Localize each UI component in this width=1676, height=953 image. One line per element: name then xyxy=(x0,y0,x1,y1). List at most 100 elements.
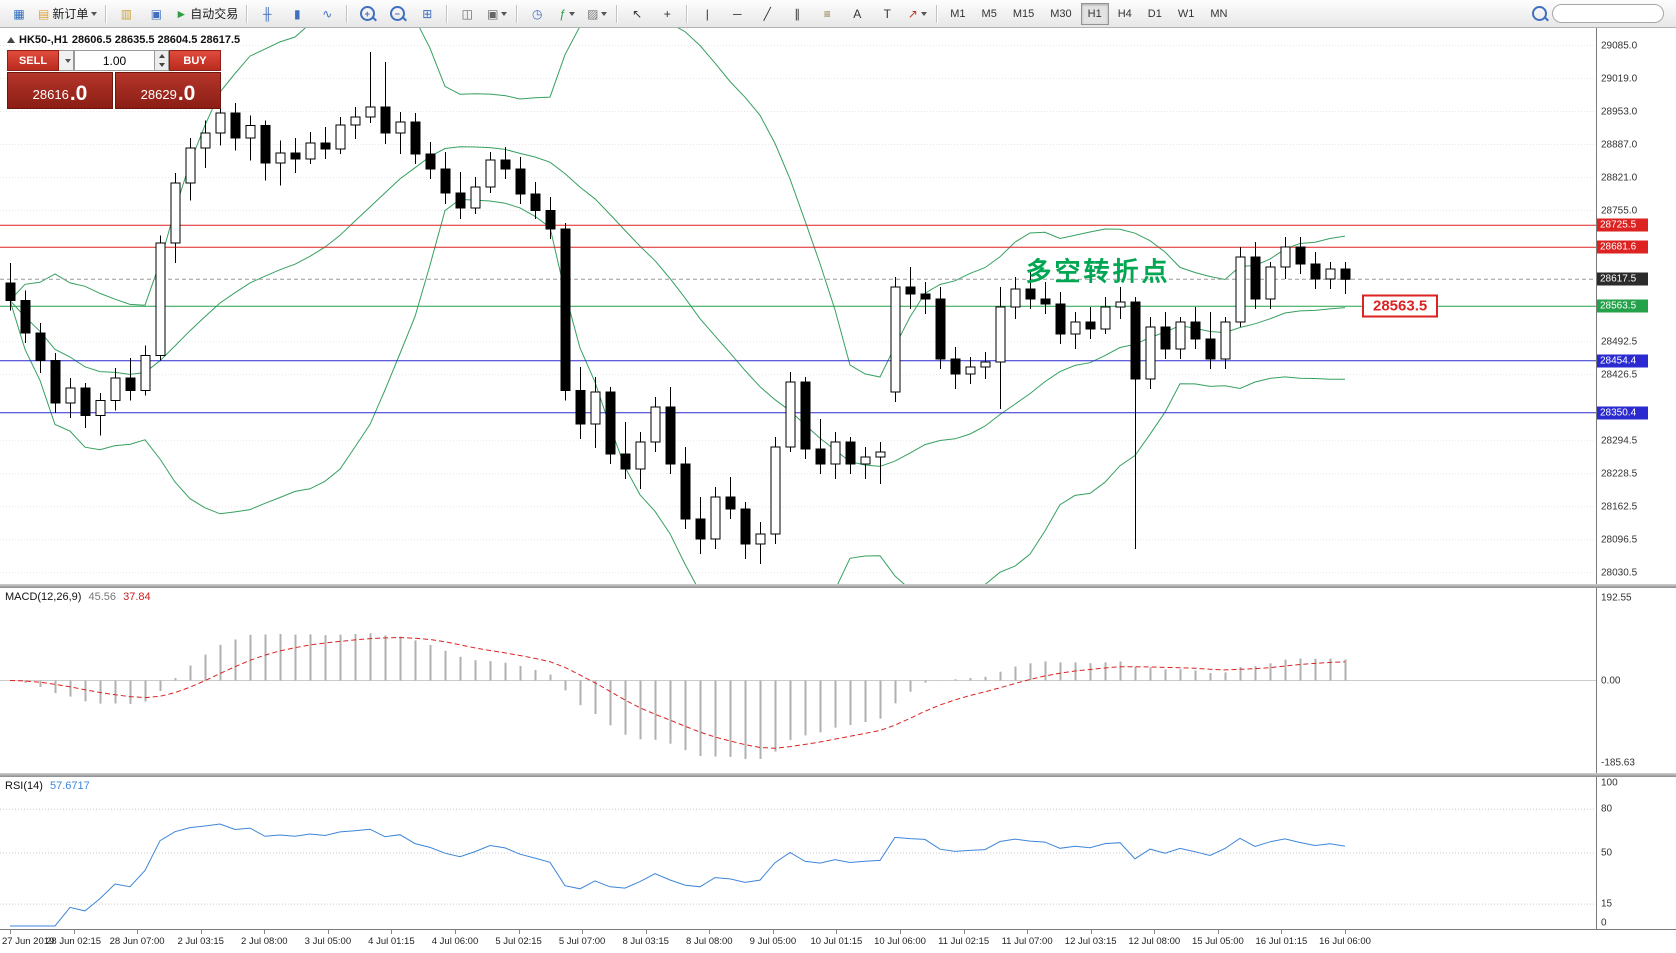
time-axis-label: 2 Jul 08:00 xyxy=(241,936,288,947)
grid-layer xyxy=(0,45,1596,574)
price-tick-label: 28096.5 xyxy=(1601,534,1638,546)
time-axis-label: 9 Jul 05:00 xyxy=(749,936,797,947)
new-order-button[interactable]: ▤ 新订单 xyxy=(34,2,101,26)
toolbar-group-windows: ◫ ▣ xyxy=(452,2,512,26)
pane-splitter[interactable] xyxy=(0,584,1676,588)
time-axis[interactable]: 27 Jun 2019 28 Jun 02:15 28 Jun 07:00 2 Jul… xyxy=(0,929,1676,953)
price-chart-canvas[interactable] xyxy=(0,28,1596,584)
toolbar-group-zoom: + − ⊞ xyxy=(352,2,442,26)
toolbar: ▦ ▤ 新订单 ▥ ▣ ► 自动交易 ╫ ▮ ∿ + − ⊞ ◫ ▣ ◷ ƒ ▨ ↖ + | ─ ╱ ∥ ≡ A T ↗ M1 M5 M15… xyxy=(0,0,1676,28)
search-icon xyxy=(1532,6,1547,21)
step-up-icon xyxy=(158,53,165,58)
toolbar-separator xyxy=(936,4,939,23)
trendline-icon[interactable]: ╱ xyxy=(763,6,771,21)
price-callout: 28563.5 xyxy=(1362,294,1439,318)
zoom-in-icon[interactable]: + xyxy=(352,2,382,26)
timeframe-d1[interactable]: D1 xyxy=(1147,7,1162,20)
time-axis-label: 28 Jun 02:15 xyxy=(46,936,102,947)
macd-pane[interactable]: MACD(12,26,9) 45.56 37.84 192.55 0.00 -185… xyxy=(0,588,1676,773)
bar-chart-icon[interactable]: ╫ xyxy=(263,6,272,21)
sell-price-display[interactable]: 28616 .0 xyxy=(7,72,113,109)
search-input[interactable] xyxy=(1552,4,1664,23)
label-icon[interactable]: T xyxy=(883,6,891,21)
price-tag-label: 28725.5 xyxy=(1597,218,1648,232)
price-chart-pane[interactable]: HK50-,H1 28606.5 28635.5 28604.5 28617.5… xyxy=(0,28,1676,584)
macd-value-main: 45.56 xyxy=(88,591,117,603)
price-tag-label: 28681.6 xyxy=(1597,240,1648,254)
data-window-icon[interactable]: ▣ xyxy=(150,6,163,21)
price-tick-label: 28030.5 xyxy=(1601,567,1638,579)
rsi-pane[interactable]: RSI(14) 57.6717 100 80 50 15 0 xyxy=(0,777,1676,929)
toolbar-group-order: ▦ ▤ 新订单 xyxy=(4,2,101,26)
trade-panel-controls: SELL BUY xyxy=(7,50,221,71)
order-type-dropdown[interactable] xyxy=(59,50,74,71)
chevron-down-icon xyxy=(91,11,98,16)
zoom-out-icon[interactable]: − xyxy=(382,2,412,26)
timeframe-mn[interactable]: MN xyxy=(1210,7,1228,20)
arrows-tool-button[interactable]: ↗ xyxy=(902,2,932,26)
tile-windows-icon[interactable]: ◫ xyxy=(461,6,473,21)
chart-annotation: 多空转折点 xyxy=(1025,256,1171,287)
timeframe-m30[interactable]: M30 xyxy=(1050,7,1072,20)
market-watch-icon[interactable]: ▥ xyxy=(120,6,133,21)
timeframe-m15[interactable]: M15 xyxy=(1012,7,1035,20)
timeframe-m5[interactable]: M5 xyxy=(981,7,997,20)
volume-stepper[interactable] xyxy=(155,50,169,71)
text-icon[interactable]: A xyxy=(853,6,862,21)
rsi-canvas[interactable] xyxy=(0,777,1596,929)
rsi-tick-label: 80 xyxy=(1601,803,1613,815)
vertical-line-icon[interactable]: | xyxy=(705,6,709,21)
channel-icon[interactable]: ∥ xyxy=(794,6,801,21)
toolbar-separator xyxy=(616,4,619,23)
sell-price-frac: .0 xyxy=(69,82,88,105)
templates-button[interactable]: ▨ xyxy=(582,2,612,26)
buy-button[interactable]: BUY xyxy=(169,50,221,71)
macd-value-signal: 37.84 xyxy=(123,591,151,603)
timeframe-h1[interactable]: H1 xyxy=(1080,2,1109,25)
one-click-trade-panel: SELL BUY 28616 .0 28629 .0 xyxy=(7,50,221,109)
time-axis-tick xyxy=(1345,930,1346,934)
time-axis-tick xyxy=(200,930,202,934)
volume-input[interactable] xyxy=(75,51,154,70)
grid-icon[interactable]: ⊞ xyxy=(422,6,433,21)
timeframe-h4[interactable]: H4 xyxy=(1117,7,1132,20)
indicators-button[interactable]: ƒ xyxy=(552,2,582,26)
price-axis[interactable]: 29085.0 29019.0 28953.0 28887.0 28821.0 28755… xyxy=(1596,28,1676,584)
macd-histogram xyxy=(24,633,1347,759)
pane-splitter[interactable] xyxy=(0,773,1676,777)
autotrade-button-label: 自动交易 xyxy=(190,7,239,21)
time-axis-tick xyxy=(391,930,393,934)
price-tick-label: 28953.0 xyxy=(1601,106,1638,117)
toolbar-separator xyxy=(516,4,519,23)
time-axis-tick xyxy=(836,930,838,934)
horizontal-line-icon[interactable]: ─ xyxy=(733,6,742,21)
cursor-icon[interactable]: ↖ xyxy=(632,6,643,21)
time-axis-tick xyxy=(264,930,266,934)
rsi-tick-label: 50 xyxy=(1601,847,1613,859)
time-axis-label: 4 Jul 06:00 xyxy=(431,936,479,947)
timeframe-m1[interactable]: M1 xyxy=(950,7,966,20)
line-chart-icon[interactable]: ∿ xyxy=(322,6,333,21)
crosshair-icon[interactable]: + xyxy=(663,6,671,21)
fibonacci-icon[interactable]: ≡ xyxy=(823,6,831,21)
timeframe-w1[interactable]: W1 xyxy=(1177,7,1195,20)
toolbar-separator xyxy=(686,4,689,23)
macd-label: MACD(12,26,9) xyxy=(5,591,82,603)
macd-canvas[interactable] xyxy=(0,588,1596,773)
chevron-down-icon xyxy=(920,11,927,16)
chart-marker-icon xyxy=(7,37,15,43)
sell-button[interactable]: SELL xyxy=(7,50,59,71)
candlestick-chart-icon[interactable]: ▮ xyxy=(293,6,301,21)
time-axis-label: 28 Jun 07:00 xyxy=(109,936,165,947)
price-tag-label: 28563.5 xyxy=(1597,299,1648,313)
toolbar-group-timeframes: M1 M5 M15 M30 H1 H4 D1 W1 MN xyxy=(942,2,1235,25)
toolbar-group-trade: ▥ ▣ ► 自动交易 xyxy=(111,2,242,26)
new-chart-button[interactable]: ▣ xyxy=(482,2,512,26)
autotrade-button[interactable]: ► 自动交易 xyxy=(175,6,239,21)
time-axis-tick xyxy=(709,930,711,934)
buy-price-display[interactable]: 28629 .0 xyxy=(115,72,221,109)
zoom-out-icon-glass: − xyxy=(389,6,405,21)
sell-price-main: 28616 xyxy=(32,87,69,102)
strategy-tester-icon[interactable]: ◷ xyxy=(532,6,543,21)
new-order-button-label: 新订单 xyxy=(52,7,89,21)
